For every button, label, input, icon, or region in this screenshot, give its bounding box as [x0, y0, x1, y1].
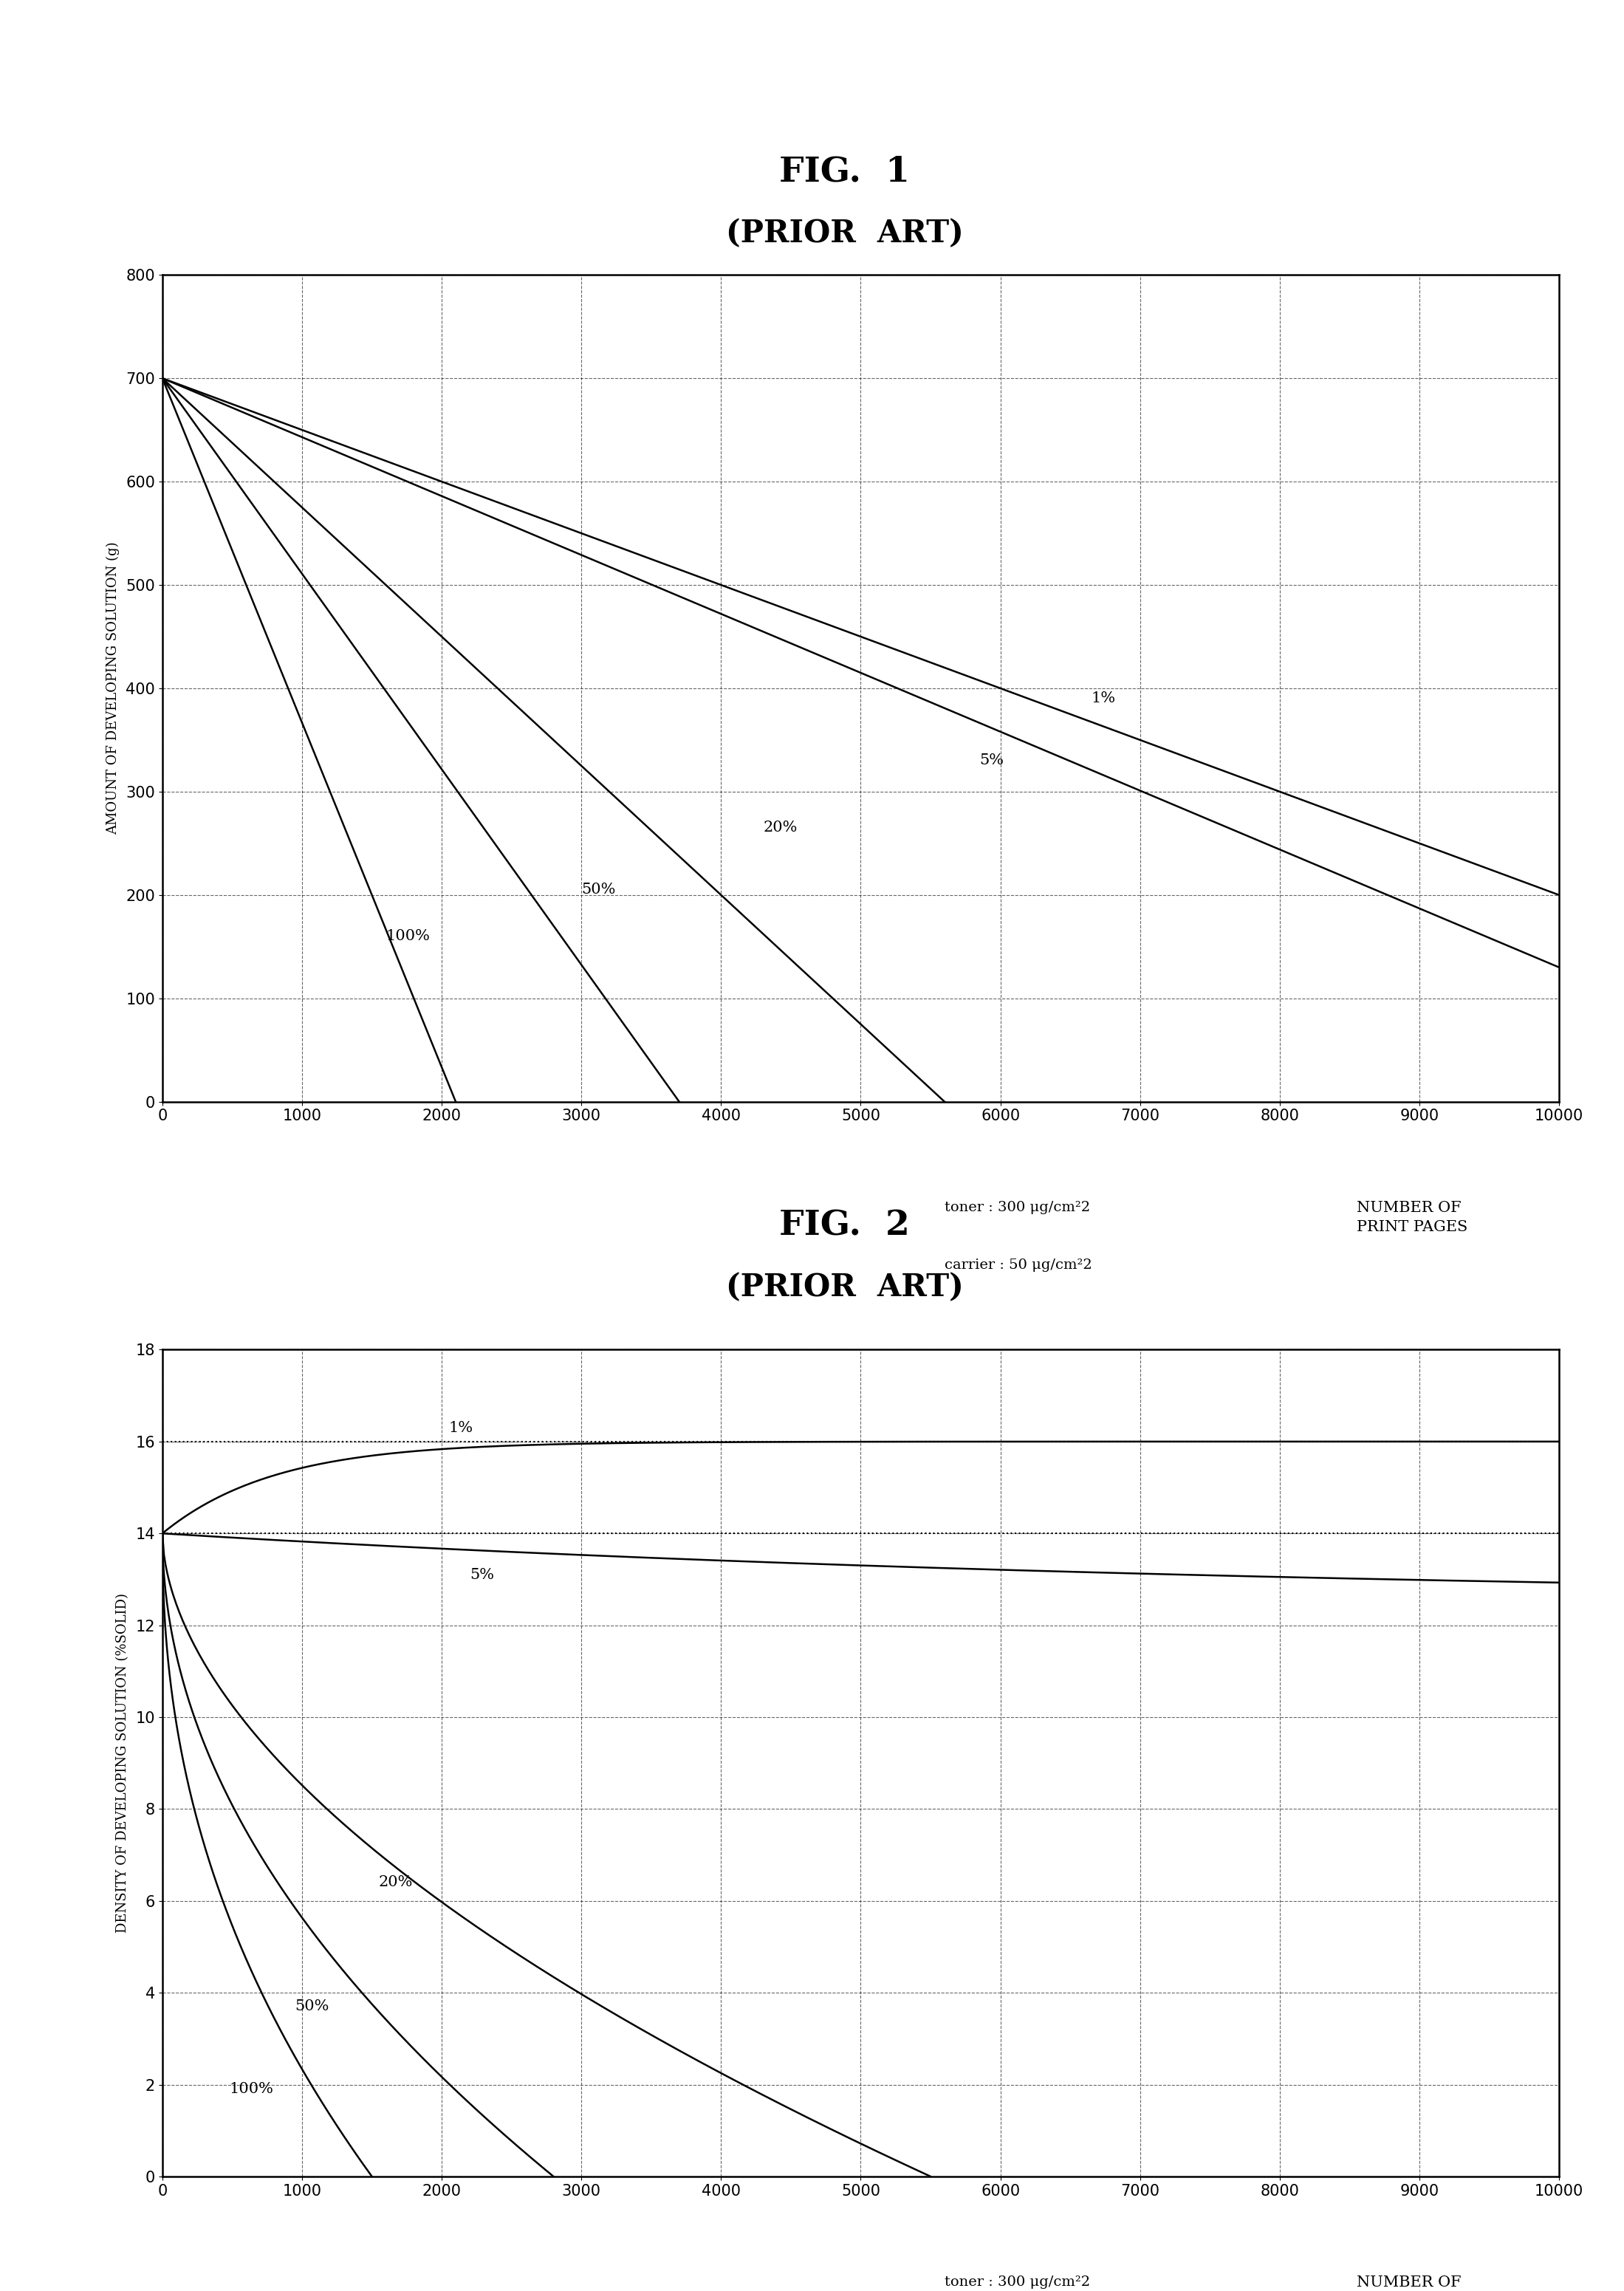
Text: 5%: 5% — [469, 1567, 494, 1581]
Y-axis label: AMOUNT OF DEVELOPING SOLUTION (g): AMOUNT OF DEVELOPING SOLUTION (g) — [106, 543, 120, 834]
Text: 20%: 20% — [378, 1876, 412, 1890]
Text: 100%: 100% — [387, 930, 430, 944]
Text: FIG.  1: FIG. 1 — [780, 156, 909, 188]
Text: toner : 300 μg/cm²2: toner : 300 μg/cm²2 — [945, 1200, 1090, 1214]
Text: 5%: 5% — [979, 754, 1004, 767]
Text: 50%: 50% — [581, 882, 615, 896]
Text: (PRIOR  ART): (PRIOR ART) — [726, 218, 963, 250]
Y-axis label: DENSITY OF DEVELOPING SOLUTION (%SOLID): DENSITY OF DEVELOPING SOLUTION (%SOLID) — [115, 1592, 130, 1934]
Text: NUMBER OF
PRINT PAGES: NUMBER OF PRINT PAGES — [1356, 2275, 1468, 2291]
Text: 50%: 50% — [296, 2000, 330, 2014]
Text: NUMBER OF
PRINT PAGES: NUMBER OF PRINT PAGES — [1356, 1200, 1468, 1235]
Text: carrier : 50 μg/cm²2: carrier : 50 μg/cm²2 — [945, 1258, 1091, 1272]
Text: 1%: 1% — [1091, 692, 1116, 706]
Text: 20%: 20% — [763, 820, 797, 834]
Text: FIG.  2: FIG. 2 — [780, 1210, 909, 1242]
Text: (PRIOR  ART): (PRIOR ART) — [726, 1272, 963, 1304]
Text: toner : 300 μg/cm²2: toner : 300 μg/cm²2 — [945, 2275, 1090, 2289]
Text: 1%: 1% — [448, 1420, 473, 1434]
Text: 100%: 100% — [229, 2083, 274, 2096]
